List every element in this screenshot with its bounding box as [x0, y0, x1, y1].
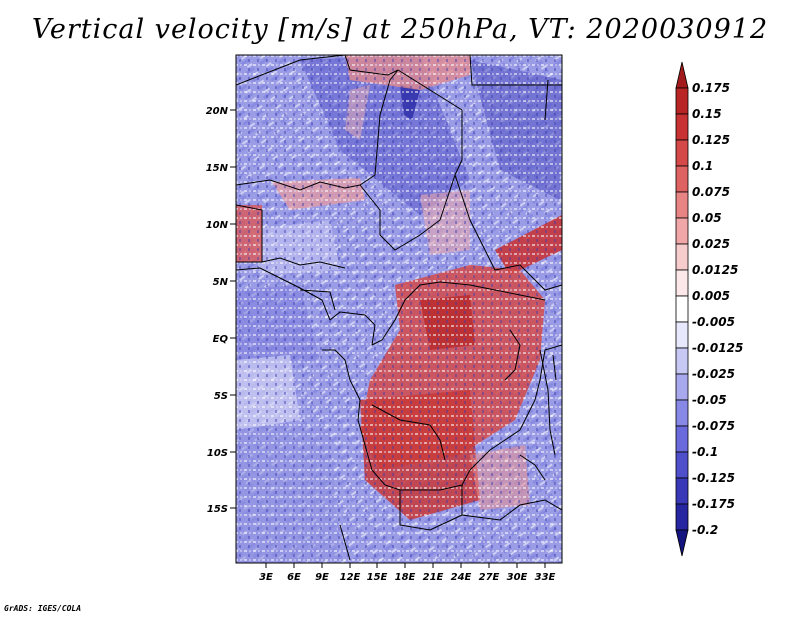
- colorbar-segment: [675, 217, 689, 245]
- colorbar-level-label: -0.1: [692, 445, 718, 459]
- colorbar-level-label: 0.05: [692, 211, 722, 225]
- colorbar-level-label: -0.075: [692, 419, 735, 433]
- colorbar-level-label: -0.125: [692, 471, 735, 485]
- colorbar-segment: [675, 191, 689, 219]
- colorbar-segment: [675, 373, 689, 401]
- lon-label: 30E: [507, 572, 528, 583]
- colorbar-level-label: 0.175: [692, 81, 730, 95]
- lon-label: 6E: [287, 572, 301, 583]
- colorbar-segment: [675, 269, 689, 297]
- colorbar-level-label: -0.175: [692, 497, 735, 511]
- colorbar-segment: [675, 451, 689, 479]
- colorbar-segment: [675, 295, 689, 323]
- velocity-shading: [236, 55, 562, 563]
- colorbar-segment: [675, 139, 689, 167]
- colorbar-level-label: -0.025: [692, 367, 735, 381]
- colorbar: 0.175 0.15 0.125 0.1 0.075 0.05 0.025 0.0125 0.0…: [675, 61, 743, 557]
- lon-label: 12E: [340, 572, 361, 583]
- lon-label: 3E: [259, 572, 273, 583]
- colorbar-segment: [675, 425, 689, 453]
- lon-label: 33E: [535, 572, 556, 583]
- colorbar-level-label: 0.0125: [692, 263, 738, 277]
- colorbar-level-label: -0.005: [692, 315, 735, 329]
- lat-label: 15S: [207, 504, 228, 515]
- colorbar-level-label: -0.2: [692, 523, 718, 537]
- lat-axis: [230, 109, 236, 509]
- map-frame: [235, 54, 563, 564]
- lon-label: 18E: [395, 572, 416, 583]
- colorbar-segment: [675, 477, 689, 505]
- colorbar-segment: [675, 529, 689, 557]
- colorbar-segment: [675, 243, 689, 271]
- lon-label: 27E: [479, 572, 500, 583]
- country-borders: [236, 55, 562, 561]
- colorbar-segment: [675, 503, 689, 531]
- colorbar-level-label: 0.1: [692, 159, 713, 173]
- lat-label: 15N: [206, 163, 229, 174]
- lat-label: 10N: [206, 220, 229, 231]
- colorbar-segment: [675, 347, 689, 375]
- lat-label: 5S: [214, 391, 228, 402]
- colorbar-segment: [675, 399, 689, 427]
- colorbar-level-label: 0.15: [692, 107, 722, 121]
- lon-label: 21E: [423, 572, 444, 583]
- lat-labels: 20N 15N 10N 5N EQ 5S 10S 15S: [206, 106, 229, 515]
- lat-label: 10S: [207, 448, 228, 459]
- lat-label: EQ: [213, 334, 229, 345]
- colorbar-segment: [675, 61, 689, 89]
- colorbar-level-label: 0.075: [692, 185, 730, 199]
- colorbar-level-label: -0.0125: [692, 341, 743, 355]
- map-title: Vertical velocity [m/s] at 250hPa, VT: 2…: [31, 14, 769, 45]
- grads-credit: GrADS: IGES/COLA: [4, 604, 82, 613]
- lon-label: 9E: [315, 572, 329, 583]
- lon-label: 15E: [367, 572, 388, 583]
- colorbar-segment: [675, 87, 689, 115]
- colorbar-level-label: -0.05: [692, 393, 727, 407]
- colorbar-level-label: 0.025: [692, 237, 730, 251]
- lon-label: 24E: [451, 572, 472, 583]
- lat-label: 5N: [213, 277, 229, 288]
- lat-label: 20N: [206, 106, 229, 117]
- lon-labels: 3E 6E 9E 12E 15E 18E 21E 24E 27E 30E 33E: [259, 572, 555, 583]
- colorbar-level-label: 0.005: [692, 289, 730, 303]
- colorbar-segment: [675, 321, 689, 349]
- lon-axis: [265, 563, 546, 568]
- colorbar-level-label: 0.125: [692, 133, 730, 147]
- colorbar-segment: [675, 113, 689, 141]
- colorbar-segment: [675, 165, 689, 193]
